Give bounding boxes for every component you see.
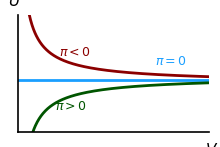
Text: $\pi = 0$: $\pi = 0$ xyxy=(155,55,187,68)
Text: $\pi < 0$: $\pi < 0$ xyxy=(59,46,91,59)
Text: $\pi > 0$: $\pi > 0$ xyxy=(55,100,87,113)
Text: $U$: $U$ xyxy=(8,0,21,9)
Text: $V$: $V$ xyxy=(205,142,219,147)
